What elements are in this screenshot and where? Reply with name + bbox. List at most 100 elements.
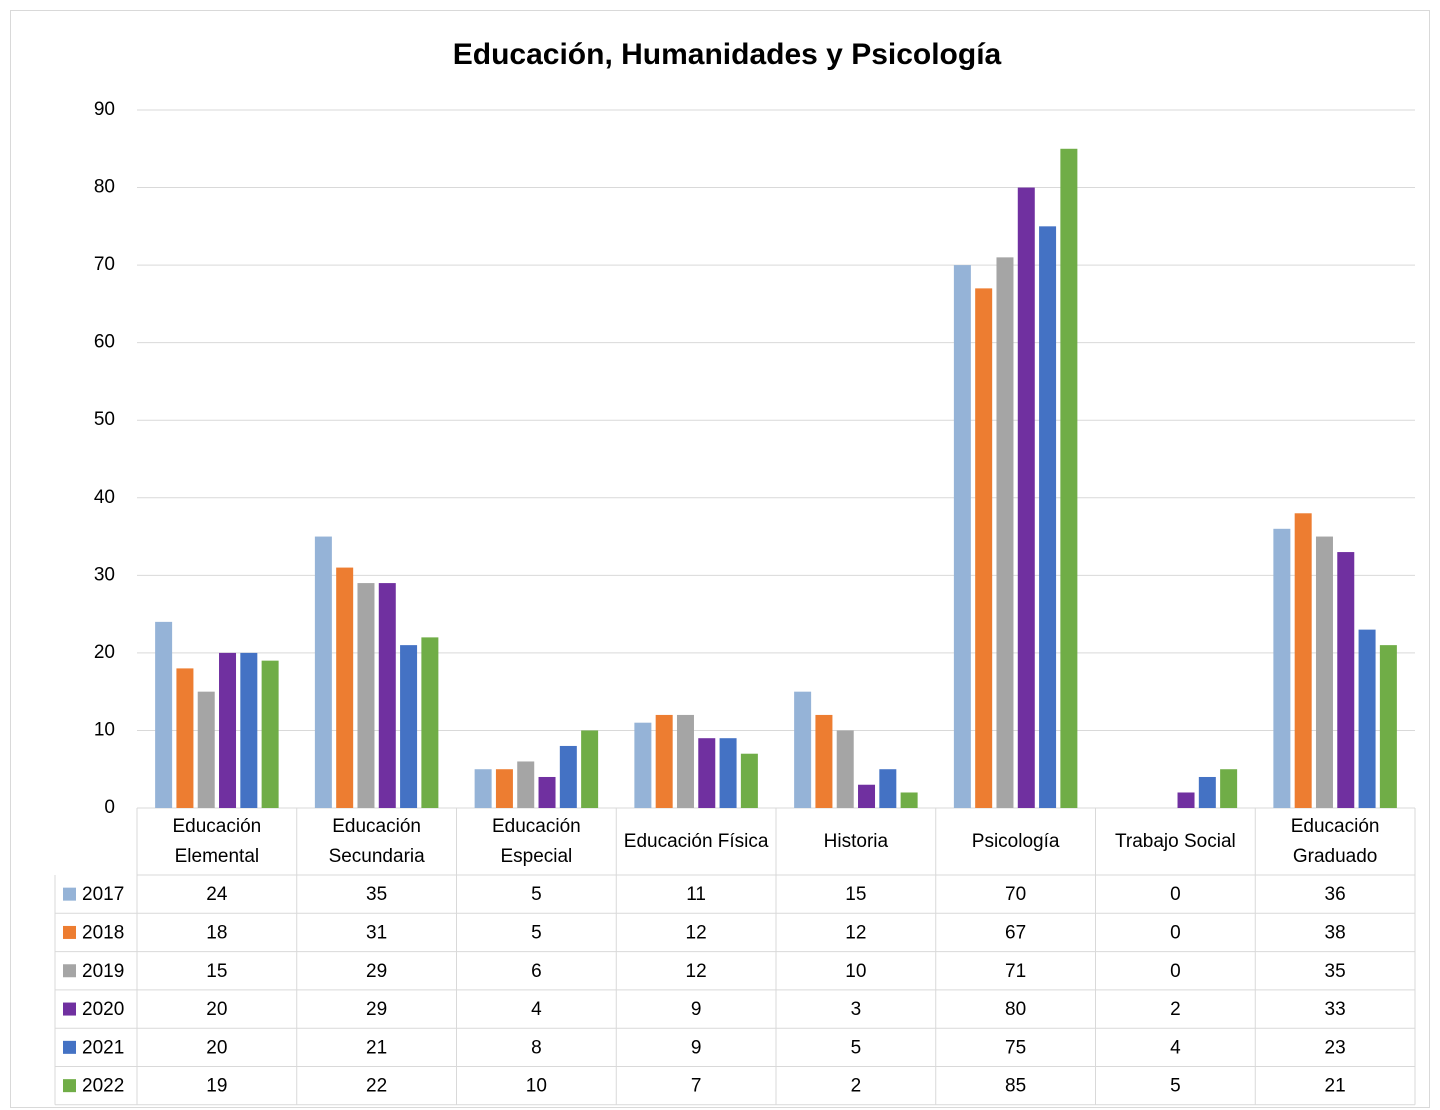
bar xyxy=(1039,226,1057,809)
category-label: Educación Especial xyxy=(492,815,581,867)
legend-key xyxy=(63,887,76,901)
table-value: 23 xyxy=(1325,1037,1346,1058)
table-value: 0 xyxy=(1170,884,1181,905)
bar xyxy=(879,769,897,808)
bar xyxy=(559,745,577,808)
table-value: 12 xyxy=(686,922,707,943)
table-value: 35 xyxy=(1325,961,1346,982)
bar xyxy=(1337,552,1355,808)
table-value: 29 xyxy=(366,999,387,1020)
category-label: Psicología xyxy=(971,830,1060,852)
table-value: 2 xyxy=(1170,999,1181,1020)
bar xyxy=(378,583,396,808)
table-value: 80 xyxy=(1005,999,1026,1020)
table-value: 11 xyxy=(686,884,706,905)
category-label: Trabajo Social xyxy=(1115,830,1236,852)
bar xyxy=(261,660,279,808)
bar xyxy=(1358,629,1376,808)
table-value: 12 xyxy=(686,961,707,982)
legend-label: 2018 xyxy=(82,922,124,943)
bar xyxy=(1379,645,1397,808)
bar xyxy=(719,738,737,808)
table-value: 12 xyxy=(845,922,866,943)
y-tick-label: 0 xyxy=(104,797,115,818)
bar xyxy=(953,265,971,809)
table-value: 24 xyxy=(206,884,228,905)
bar xyxy=(975,288,993,808)
category-label: Educación Física xyxy=(623,830,769,852)
table-value: 21 xyxy=(366,1037,387,1058)
category-label: Historia xyxy=(823,830,889,852)
table-value: 7 xyxy=(691,1076,702,1097)
category-label: Educación Secundaria xyxy=(328,815,425,867)
table-value: 10 xyxy=(845,961,866,982)
table-value: 33 xyxy=(1325,999,1346,1020)
bar xyxy=(794,691,812,808)
table-value: 5 xyxy=(851,1037,862,1058)
table-value: 19 xyxy=(206,1076,227,1097)
bar xyxy=(1017,187,1035,809)
legend-label: 2022 xyxy=(82,1076,124,1097)
table-value: 36 xyxy=(1325,884,1346,905)
bar xyxy=(655,714,673,808)
bar xyxy=(1060,148,1078,808)
legend-key xyxy=(63,1040,76,1054)
bar xyxy=(676,714,694,808)
bar xyxy=(581,730,599,808)
y-tick-label: 70 xyxy=(94,254,115,275)
bar xyxy=(1220,769,1238,808)
chart-border xyxy=(10,10,1430,1108)
table-value: 9 xyxy=(691,999,702,1020)
legend-key xyxy=(63,1079,76,1093)
table-value: 9 xyxy=(691,1037,702,1058)
table-value: 75 xyxy=(1005,1037,1026,1058)
table-value: 5 xyxy=(1170,1076,1181,1097)
table-value: 5 xyxy=(531,884,542,905)
bar xyxy=(197,691,215,808)
y-tick-label: 40 xyxy=(94,487,115,508)
bar xyxy=(176,668,194,808)
bar xyxy=(400,645,418,808)
table-value: 15 xyxy=(206,961,227,982)
legend-key xyxy=(63,925,76,939)
bar xyxy=(219,652,237,808)
bar xyxy=(357,583,375,808)
table-value: 22 xyxy=(366,1076,387,1097)
bar xyxy=(740,753,758,808)
bar xyxy=(495,769,513,808)
y-tick-label: 30 xyxy=(94,564,115,585)
bar xyxy=(314,536,332,808)
table-value: 85 xyxy=(1005,1076,1026,1097)
bar xyxy=(336,567,354,808)
legend-label: 2019 xyxy=(82,961,124,982)
bar xyxy=(517,761,535,808)
bar xyxy=(1294,513,1312,808)
y-tick-label: 50 xyxy=(94,409,115,430)
bar xyxy=(1315,536,1333,808)
table-value: 4 xyxy=(531,999,542,1020)
table-value: 3 xyxy=(851,999,862,1020)
table-value: 8 xyxy=(531,1037,542,1058)
table-value: 31 xyxy=(366,922,387,943)
bar xyxy=(900,792,918,808)
bar xyxy=(1177,792,1195,808)
bar xyxy=(836,730,854,808)
bar xyxy=(698,738,716,808)
table-value: 71 xyxy=(1005,961,1026,982)
bar xyxy=(858,784,876,808)
table-value: 21 xyxy=(1325,1076,1346,1097)
bar xyxy=(421,637,439,808)
chart-title: Educación, Humanidades y Psicología xyxy=(453,38,1002,71)
legend-key xyxy=(63,1002,76,1016)
y-tick-label: 90 xyxy=(94,99,115,120)
category-label: Educación Graduado xyxy=(1290,815,1380,867)
y-tick-label: 20 xyxy=(94,642,115,663)
bar xyxy=(155,621,173,808)
bar xyxy=(240,652,258,808)
table-value: 10 xyxy=(526,1076,547,1097)
table-value: 20 xyxy=(206,1037,227,1058)
legend-key xyxy=(63,964,76,978)
y-tick-label: 60 xyxy=(94,332,115,353)
y-tick-label: 80 xyxy=(94,177,115,198)
